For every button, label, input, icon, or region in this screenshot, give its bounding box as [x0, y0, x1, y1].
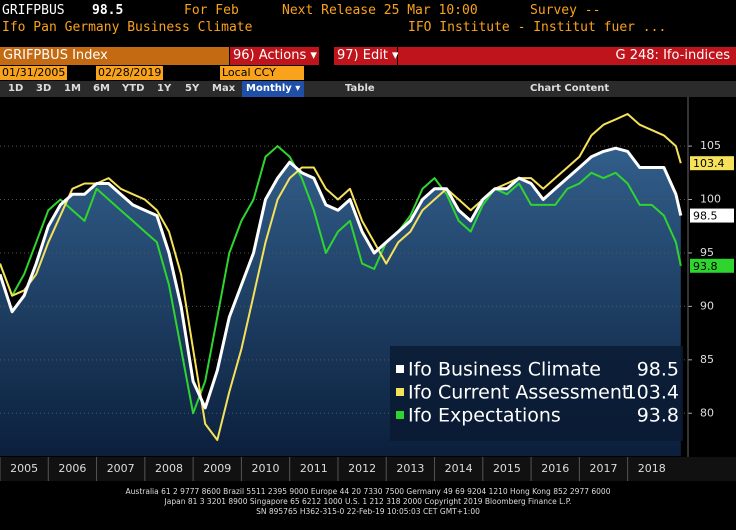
table-button[interactable]: Table: [345, 83, 375, 94]
last-value-label: 98.5: [693, 210, 718, 223]
legend-box: [390, 346, 683, 441]
last-value-label: 93.8: [693, 260, 718, 273]
actions-button[interactable]: 96) Actions ▾: [230, 47, 319, 65]
toolbar: GRIFPBUS Index 96) Actions ▾ 97) Edit ▾ …: [0, 47, 736, 65]
line: [0, 145, 682, 415]
header-row: Ifo Pan Germany Business Climate IFO Ins…: [0, 19, 736, 36]
x-tick-label: 2006: [58, 462, 86, 475]
x-tick-label: 2008: [155, 462, 183, 475]
period-button[interactable]: 1M: [64, 83, 81, 94]
x-tick-label: 2018: [638, 462, 666, 475]
x-tick-label: 2017: [590, 462, 618, 475]
period-toolbar: 1D 3D 1M 6M YTD 1Y 5Y Max Monthly ▾ Tabl…: [0, 81, 736, 97]
y-tick-label: 80: [700, 406, 714, 419]
footer-line: Australia 61 2 9777 8600 Brazil 5511 239…: [125, 487, 611, 496]
legend-value: 93.8: [637, 405, 679, 427]
next-release: Next Release 25 Mar 10:00: [282, 3, 478, 18]
y-tick-label: 95: [700, 246, 714, 259]
period-button[interactable]: 6M: [93, 83, 110, 94]
x-tick-label: 2015: [493, 462, 521, 475]
period: For Feb: [184, 3, 239, 18]
x-tick-label: 2012: [348, 462, 376, 475]
header-row: GRIFPBUS 98.5 For Feb Next Release 25 Ma…: [0, 2, 736, 19]
period-button[interactable]: 3D: [36, 83, 52, 94]
line: [0, 113, 682, 441]
last-value-box: [690, 156, 734, 171]
x-tick-label: 2007: [107, 462, 135, 475]
start-date[interactable]: 01/31/2005: [0, 66, 68, 80]
line: [0, 146, 683, 410]
x-tick-label: 2013: [396, 462, 424, 475]
security-box[interactable]: GRIFPBUS Index: [0, 47, 229, 65]
period-button[interactable]: Max: [212, 83, 236, 94]
x-tick-label: 2014: [445, 462, 473, 475]
period-button[interactable]: YTD: [122, 83, 145, 94]
period-button[interactable]: 1D: [8, 83, 24, 94]
edit-button[interactable]: 97) Edit ▾: [334, 47, 399, 65]
last-value-box: [690, 258, 734, 273]
legend-label: Ifo Expectations: [408, 405, 561, 427]
y-tick-label: 100: [700, 193, 721, 206]
y-tick-label: 85: [700, 353, 714, 366]
x-tick-label: 2005: [10, 462, 38, 475]
legend-swatch: [396, 411, 404, 419]
last-value-label: 103.4: [693, 157, 725, 170]
frequency-button[interactable]: Monthly ▾: [242, 81, 305, 97]
function-name: G 248: Ifo-indices: [398, 47, 736, 65]
legend-swatch: [396, 388, 404, 396]
chart: 80 85 90 95 100 105 2005 2006 2007 2008 2009 2010 20…: [0, 97, 736, 481]
legend-label: Ifo Current Assessment: [408, 382, 629, 404]
period-button[interactable]: 5Y: [185, 83, 200, 94]
y-tick-label: 105: [700, 139, 721, 152]
legend-value: 98.5: [637, 359, 679, 381]
period-button[interactable]: 1Y: [157, 83, 172, 94]
footer-line: Japan 81 3 3201 8900 Singapore 65 6212 1…: [164, 497, 572, 506]
x-tick-label: 2009: [203, 462, 231, 475]
footer: Australia 61 2 9777 8600 Brazil 5511 239…: [0, 487, 736, 517]
x-tick-label: 2011: [300, 462, 328, 475]
x-tick-label: 2010: [252, 462, 280, 475]
chart-content-button[interactable]: Chart Content: [530, 83, 610, 94]
last-value-box: [690, 208, 734, 223]
currency[interactable]: Local CCY: [220, 66, 304, 80]
source: IFO Institute - Institut fuer ...: [408, 20, 667, 35]
legend-label: Ifo Business Climate: [408, 359, 601, 381]
x-axis-strip: [0, 457, 736, 481]
y-tick-label: 90: [700, 299, 714, 312]
end-date[interactable]: 02/28/2019: [96, 66, 164, 80]
last-price: 98.5: [92, 3, 124, 18]
footer-line: SN 895765 H362-315-0 22-Feb-19 10:05:03 …: [256, 507, 480, 516]
survey: Survey --: [530, 3, 601, 18]
x-tick-label: 2016: [541, 462, 569, 475]
date-row: 01/31/2005 02/28/2019 Local CCY: [0, 66, 736, 80]
legend-value: 103.4: [625, 382, 679, 404]
legend-swatch: [396, 365, 404, 373]
ticker: GRIFPBUS: [2, 3, 65, 18]
security-name: Ifo Pan Germany Business Climate: [2, 20, 253, 35]
